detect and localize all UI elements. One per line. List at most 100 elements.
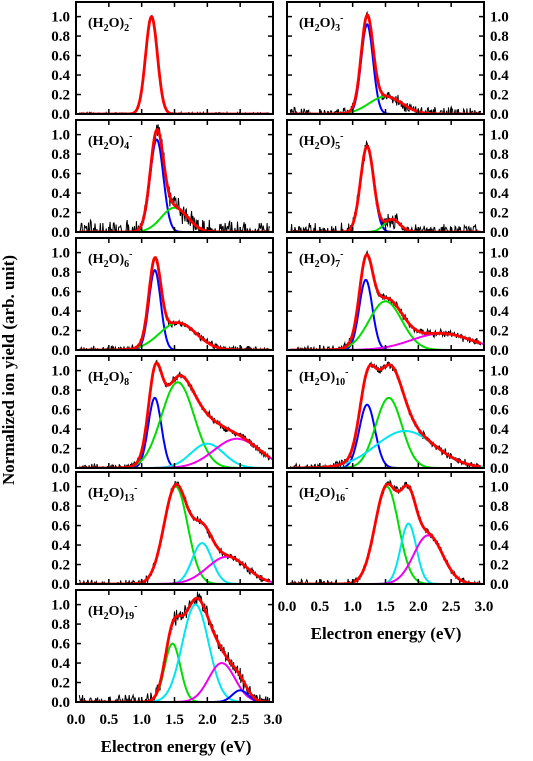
panel-label-n2: (H2O)2- xyxy=(88,13,132,34)
y-tick-label-n5: 0.8 xyxy=(490,147,509,163)
x-tick-label-right: 1.0 xyxy=(343,599,362,615)
x-tick-label-left: 2.5 xyxy=(231,712,250,728)
panel-label-n6: (H2O)6- xyxy=(88,249,132,270)
panel-label-n19: (H2O)19- xyxy=(88,601,137,622)
fit-curve-n8 xyxy=(79,361,271,468)
fit-curve-n13 xyxy=(79,482,271,584)
y-tick-label-n19: 0.8 xyxy=(51,617,70,633)
y-tick-label-n6: 0.6 xyxy=(51,285,70,301)
fit-curve-n19 xyxy=(79,596,270,702)
y-tick-label-n13: 0.4 xyxy=(51,538,70,554)
y-tick-label-n6: 0.0 xyxy=(51,343,70,359)
fit-curve-n6 xyxy=(79,256,270,350)
y-tick-label-n10: 0.6 xyxy=(490,403,509,419)
component-blue-n4 xyxy=(76,138,273,232)
panel-label-n10: (H2O)10- xyxy=(299,367,348,388)
y-tick-label-n13: 0.0 xyxy=(51,577,70,593)
y-tick-label-n2: 0.0 xyxy=(51,107,70,123)
x-tick-label-left: 0.5 xyxy=(99,712,118,728)
y-tick-label-n16: 0.6 xyxy=(490,519,509,535)
x-tick-label-right: 2.5 xyxy=(442,599,461,615)
panel-n13 xyxy=(75,471,274,585)
component-blue-n3 xyxy=(287,23,484,114)
component-green-n19 xyxy=(76,642,273,702)
y-tick-label-n6: 0.4 xyxy=(51,304,70,320)
x-axis-title-right: Electron energy (eV) xyxy=(311,624,462,643)
y-tick-label-n8: 0.6 xyxy=(51,403,70,419)
y-tick-label-n8: 0.8 xyxy=(51,383,70,399)
y-tick-label-n5: 0.6 xyxy=(490,167,509,183)
y-tick-label-n6: 0.2 xyxy=(51,324,70,340)
fit-curve-n4 xyxy=(79,127,270,232)
fit-curve-n5 xyxy=(290,144,481,232)
y-axis-title: Normalized ion yield (arb. unit) xyxy=(0,255,18,485)
plot-area-n6 xyxy=(76,256,273,350)
component-green-n10 xyxy=(287,396,484,468)
panel-label-n8: (H2O)8- xyxy=(88,367,132,388)
y-tick-label-n16: 0.8 xyxy=(490,499,509,515)
y-tick-label-n5: 1.0 xyxy=(490,128,509,144)
y-tick-label-n13: 1.0 xyxy=(51,480,70,496)
y-tick-label-n19: 0.6 xyxy=(51,637,70,653)
y-tick-label-n7: 0.4 xyxy=(490,304,509,320)
y-tick-label-n2: 0.8 xyxy=(51,29,70,45)
panel-n6 xyxy=(75,237,274,351)
y-tick-label-n3: 0.6 xyxy=(490,49,509,65)
y-tick-label-n7: 1.0 xyxy=(490,246,509,262)
y-tick-label-n16: 0.0 xyxy=(490,577,509,593)
component-blue-n6 xyxy=(76,268,273,350)
y-tick-label-n8: 0.2 xyxy=(51,442,70,458)
panel-n16 xyxy=(286,471,485,585)
y-tick-label-n7: 0.8 xyxy=(490,265,509,281)
panel-label-n16: (H2O)16- xyxy=(299,483,348,504)
panel-label-n13: (H2O)13- xyxy=(88,483,137,504)
y-tick-label-n6: 0.8 xyxy=(51,265,70,281)
y-tick-label-n16: 0.4 xyxy=(490,538,509,554)
panel-n7 xyxy=(286,237,485,351)
panel-frame-n10 xyxy=(286,355,485,469)
x-tick-label-right: 3.0 xyxy=(475,599,494,615)
y-tick-label-n10: 0.0 xyxy=(490,461,509,477)
y-tick-label-n4: 0.0 xyxy=(51,225,70,241)
y-tick-label-n2: 0.6 xyxy=(51,49,70,65)
y-tick-label-n2: 1.0 xyxy=(51,10,70,26)
y-tick-label-n3: 0.0 xyxy=(490,107,509,123)
component-green-n8 xyxy=(76,381,273,468)
y-tick-label-n16: 1.0 xyxy=(490,480,509,496)
component-blue-n8 xyxy=(76,396,273,468)
panel-n5 xyxy=(286,119,485,233)
fit-curve-n16 xyxy=(290,482,481,584)
x-axis-title-left: Electron energy (eV) xyxy=(101,737,252,756)
x-tick-label-right: 0.5 xyxy=(310,599,329,615)
y-tick-label-n4: 1.0 xyxy=(51,128,70,144)
panel-label-n7: (H2O)7- xyxy=(299,249,343,270)
y-tick-label-n2: 0.4 xyxy=(51,68,70,84)
y-tick-label-n13: 0.6 xyxy=(51,519,70,535)
y-tick-label-n3: 1.0 xyxy=(490,10,509,26)
y-tick-label-n19: 0.4 xyxy=(51,656,70,672)
panel-n19 xyxy=(75,589,274,703)
panel-frame-n5 xyxy=(286,119,485,233)
y-tick-label-n10: 1.0 xyxy=(490,364,509,380)
x-tick-label-right: 1.5 xyxy=(376,599,395,615)
panel-frame-n8 xyxy=(75,355,274,469)
fit-curve-n3 xyxy=(290,13,481,114)
y-tick-label-n3: 0.4 xyxy=(490,68,509,84)
y-tick-label-n19: 1.0 xyxy=(51,598,70,614)
y-tick-label-n4: 0.4 xyxy=(51,186,70,202)
panel-n4 xyxy=(75,119,274,233)
component-blue-n5 xyxy=(287,145,484,232)
y-tick-label-n19: 0.2 xyxy=(51,676,70,692)
y-tick-label-n8: 0.4 xyxy=(51,422,70,438)
y-tick-label-n10: 0.2 xyxy=(490,442,509,458)
fit-curve-n7 xyxy=(290,253,482,350)
x-tick-label-right: 2.0 xyxy=(409,599,428,615)
panel-n2 xyxy=(75,1,274,115)
y-tick-label-n19: 0.0 xyxy=(51,695,70,711)
x-tick-label-left: 3.0 xyxy=(264,712,283,728)
y-tick-label-n16: 0.2 xyxy=(490,558,509,574)
y-tick-label-n13: 0.2 xyxy=(51,558,70,574)
component-blue-n19 xyxy=(76,689,273,702)
y-tick-label-n4: 0.8 xyxy=(51,147,70,163)
